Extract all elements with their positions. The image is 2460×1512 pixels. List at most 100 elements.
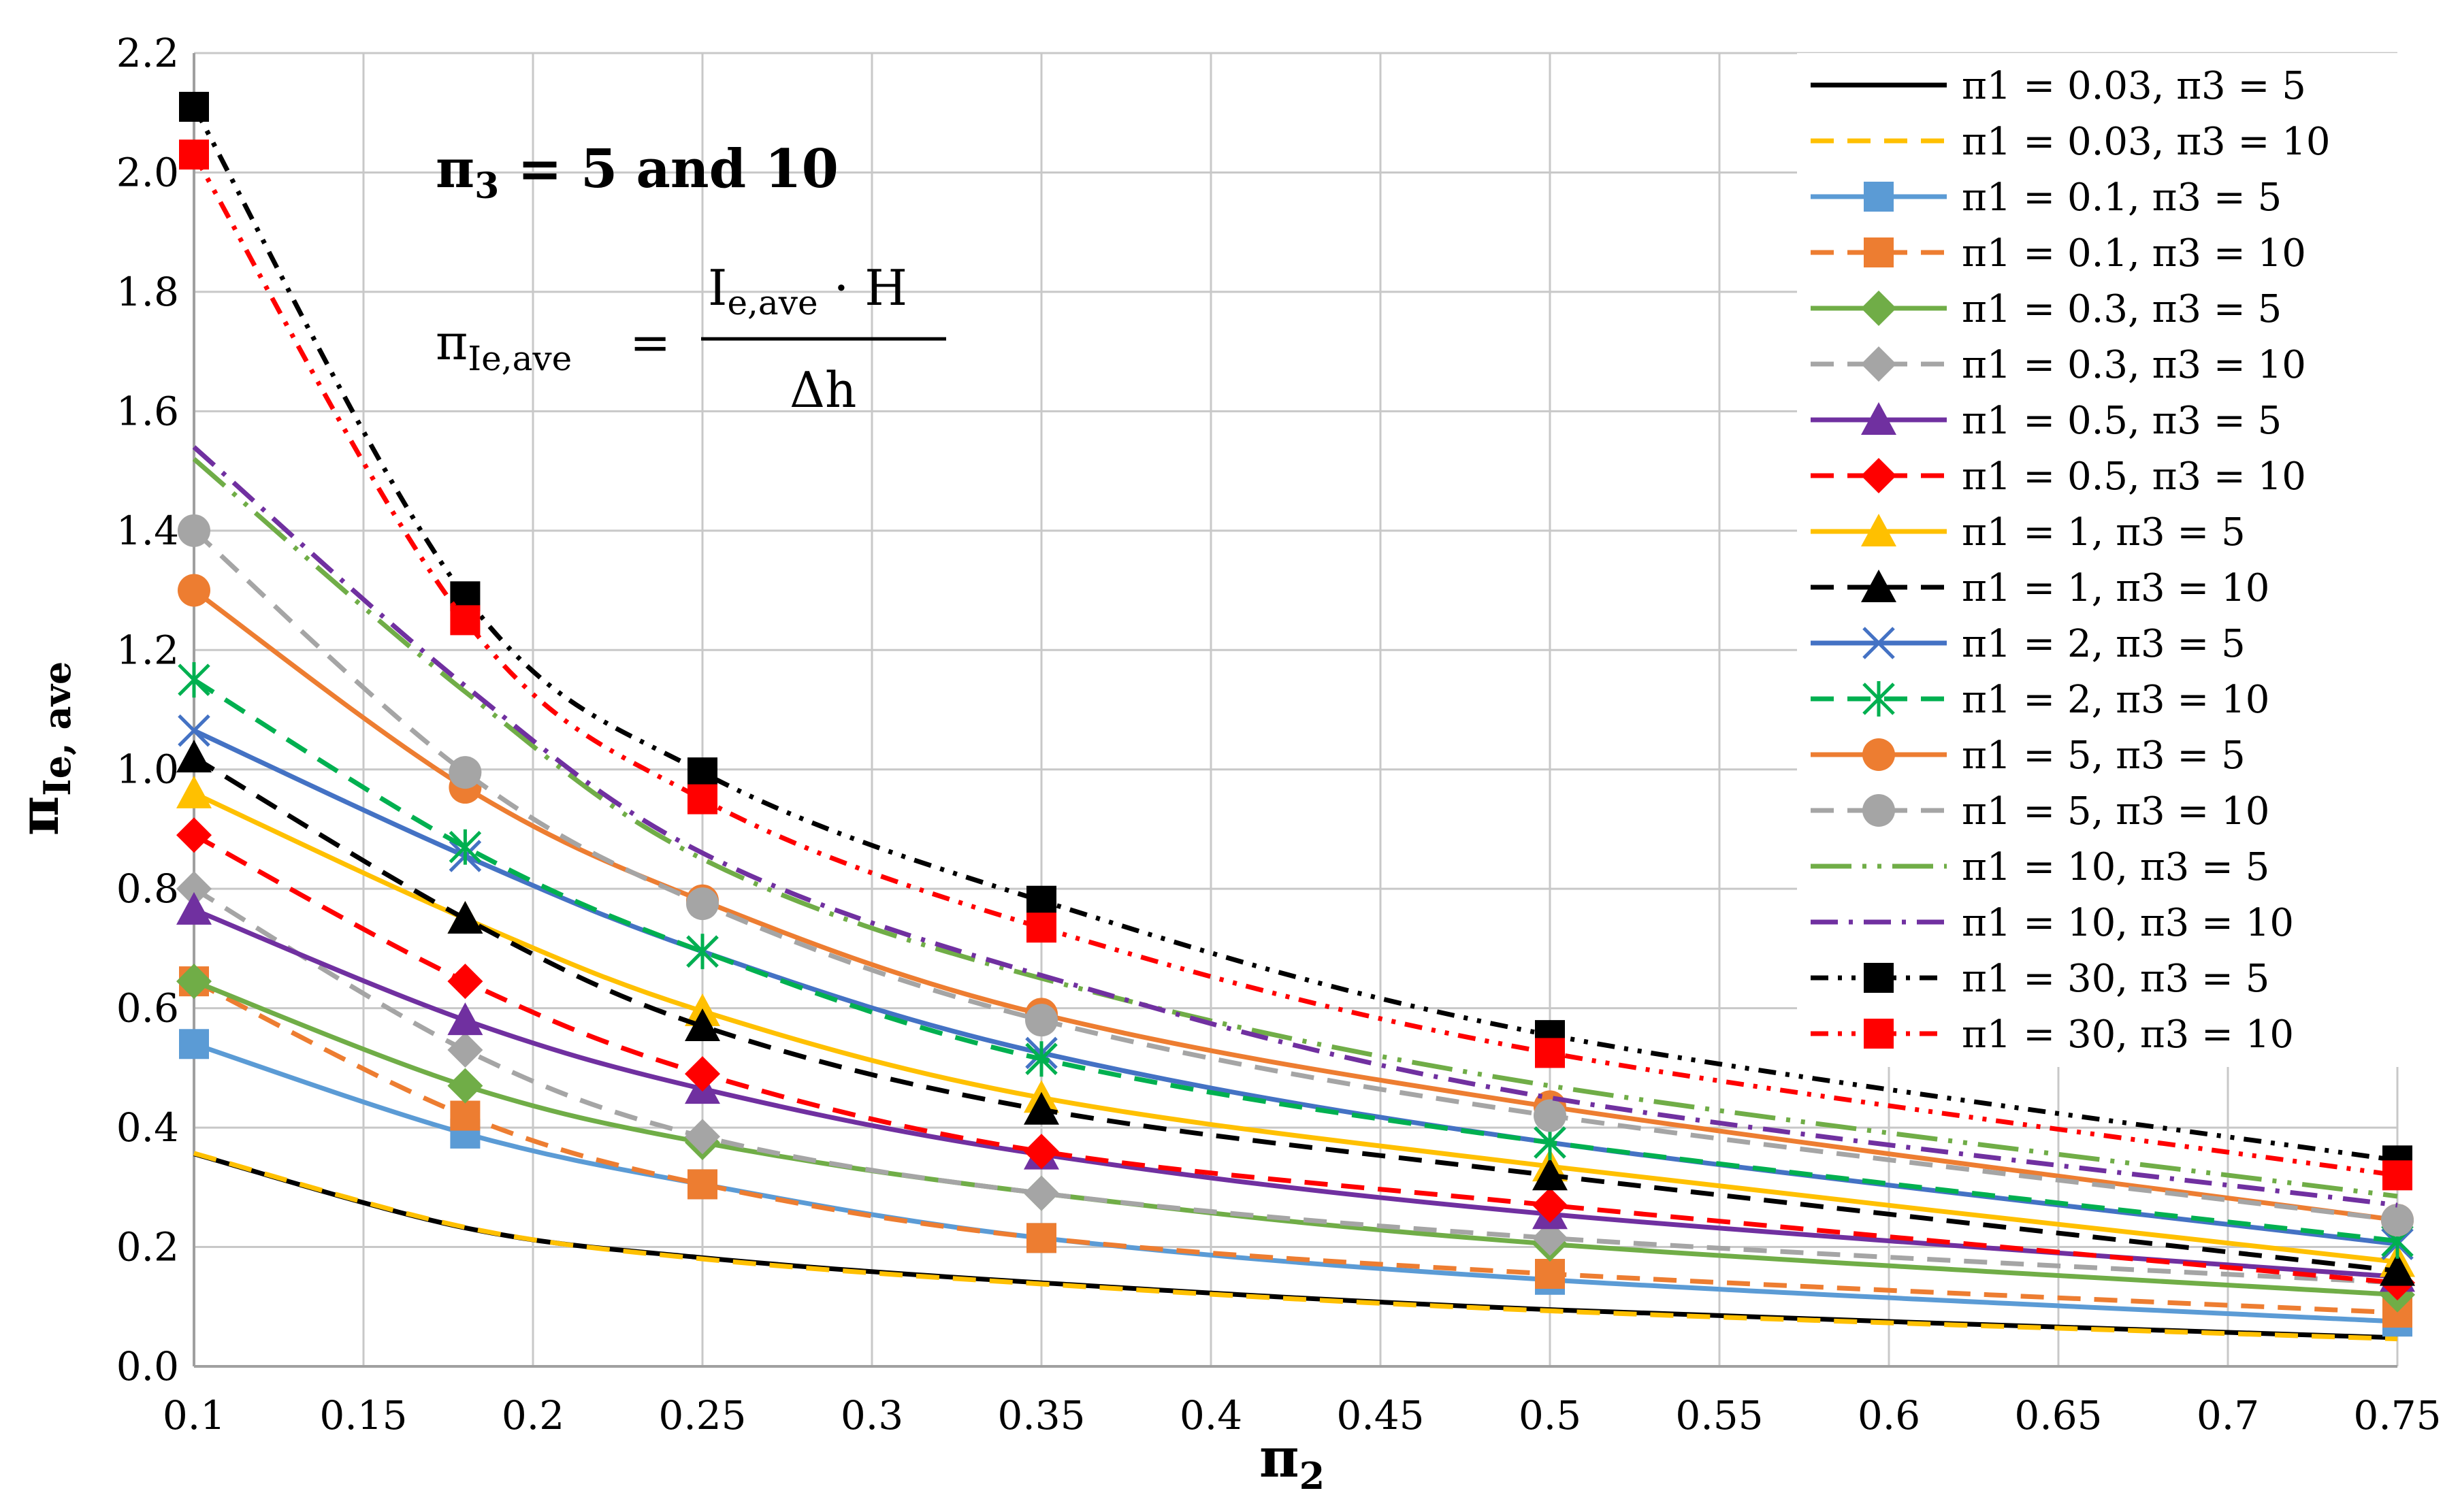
series-4 (179, 966, 2412, 1328)
data-point (1532, 1187, 1568, 1223)
series-line (193, 678, 2398, 1244)
legend-entry: π1 = 0.03, π3 = 5 (1811, 64, 2306, 108)
formula-equals: = (630, 314, 670, 371)
data-point (447, 1068, 483, 1104)
data-point (1024, 1175, 1059, 1211)
data-point (447, 901, 483, 934)
formula-lhs-main: π (436, 314, 468, 371)
legend-label: π1 = 0.1, π3 = 5 (1962, 176, 2282, 220)
data-point (2380, 1253, 2415, 1286)
data-point (1535, 1038, 1565, 1068)
data-point (1026, 1223, 1056, 1253)
x-tick-label: 0.55 (1675, 1392, 1763, 1439)
y-axis-title-sub: Ie, ave (35, 661, 79, 796)
legend-entry: π1 = 0.1, π3 = 5 (1811, 176, 2282, 220)
x-tick-label: 0.7 (2197, 1392, 2259, 1439)
data-point (176, 740, 212, 773)
x-tick-label: 0.2 (502, 1392, 564, 1439)
x-tick-label: 0.15 (319, 1392, 407, 1439)
x-tick-label: 0.35 (997, 1392, 1085, 1439)
legend-label: π1 = 1, π3 = 5 (1962, 510, 2246, 555)
series-line (193, 1151, 2398, 1342)
data-point (1026, 913, 1056, 943)
y-tick-label: 1.4 (116, 508, 179, 554)
legend-marker (1862, 738, 1895, 771)
x-axis-title: π2 (1259, 1426, 1325, 1498)
legend-entry: π1 = 30, π3 = 5 (1811, 957, 2269, 1001)
series-16 (192, 445, 2398, 1208)
series-15 (192, 457, 2398, 1199)
legend-marker (1864, 1019, 1894, 1049)
legend-label: π1 = 10, π3 = 5 (1962, 845, 2269, 889)
series-2 (193, 1151, 2398, 1342)
legend-entry: π1 = 30, π3 = 10 (1811, 1013, 2294, 1057)
data-point (447, 1032, 483, 1068)
legend-label: π1 = 10, π3 = 10 (1962, 901, 2294, 945)
legend-label: π1 = 30, π3 = 10 (1962, 1013, 2294, 1057)
series-14 (178, 514, 2414, 1237)
legend-marker (1861, 570, 1896, 602)
legend-label: π1 = 0.03, π3 = 5 (1962, 64, 2306, 108)
legend-label: π1 = 2, π3 = 5 (1962, 622, 2246, 666)
series-18 (179, 139, 2412, 1191)
legend-marker (1861, 402, 1896, 435)
series-12 (178, 662, 2414, 1259)
data-point (1024, 1091, 1059, 1125)
legend-marker (1862, 794, 1895, 827)
data-point (1532, 1220, 1568, 1256)
y-tick-label: 0.6 (116, 985, 179, 1032)
x-tick-label: 0.75 (2353, 1392, 2441, 1439)
data-point (685, 1119, 720, 1155)
legend-label: π1 = 0.5, π3 = 5 (1962, 399, 2282, 443)
legend-entry: π1 = 0.1, π3 = 10 (1811, 231, 2306, 276)
legend-background (1797, 53, 2416, 1067)
legend-entry: π1 = 10, π3 = 5 (1811, 845, 2269, 889)
data-point (179, 1029, 209, 1059)
series-line (191, 153, 2398, 1178)
y-tick-label: 0.2 (116, 1224, 179, 1270)
data-point (176, 817, 212, 853)
data-point (450, 605, 481, 636)
legend-label: π1 = 30, π3 = 5 (1962, 957, 2269, 1001)
legend-marker (1861, 346, 1896, 382)
pi3-annotation-rest: = 5 and 10 (499, 138, 839, 200)
x-tick-label: 0.65 (2014, 1392, 2102, 1439)
legend-entry: π1 = 0.5, π3 = 10 (1811, 455, 2306, 499)
series-10 (176, 740, 2415, 1286)
data-point (1535, 1259, 1565, 1289)
data-point (447, 1002, 483, 1036)
data-point (685, 1056, 720, 1092)
legend-entry: π1 = 2, π3 = 10 (1811, 678, 2269, 722)
formula-lhs-sub: Ie,ave (468, 339, 572, 378)
data-point (176, 891, 212, 925)
legend-label: π1 = 0.3, π3 = 10 (1962, 343, 2306, 387)
legend-entry: π1 = 1, π3 = 10 (1811, 566, 2269, 610)
x-tick-label: 0.1 (163, 1392, 225, 1439)
legend-label: π1 = 5, π3 = 10 (1962, 789, 2269, 834)
legend-label: π1 = 2, π3 = 10 (1962, 678, 2269, 722)
x-tick-label: 0.5 (1519, 1392, 1581, 1439)
formula-numerator-main: I (708, 259, 727, 316)
data-point (449, 756, 482, 789)
legend-entry: π1 = 5, π3 = 5 (1811, 734, 2246, 778)
series-layer (176, 91, 2415, 1342)
legend-entry: π1 = 0.3, π3 = 5 (1811, 287, 2282, 331)
data-point (687, 784, 717, 815)
data-point (179, 91, 209, 122)
legend-entry: π1 = 0.03, π3 = 10 (1811, 120, 2330, 164)
formula-denominator: Δh (790, 361, 856, 418)
data-point (1532, 1157, 1568, 1191)
legend-entry: π1 = 1, π3 = 5 (1811, 510, 2246, 555)
formula-numerator-sub: e,ave (727, 283, 818, 323)
y-tick-label: 1.2 (116, 627, 179, 673)
data-point (450, 1100, 481, 1131)
legend-marker (1861, 458, 1896, 493)
data-point (178, 714, 210, 747)
data-point (1025, 1041, 1058, 1077)
data-point (1025, 1004, 1058, 1037)
legend-marker (1861, 291, 1896, 326)
y-tick-label: 0.4 (116, 1104, 179, 1151)
legend-label: π1 = 0.3, π3 = 5 (1962, 287, 2282, 331)
x-tick-label: 0.6 (1858, 1392, 1920, 1439)
